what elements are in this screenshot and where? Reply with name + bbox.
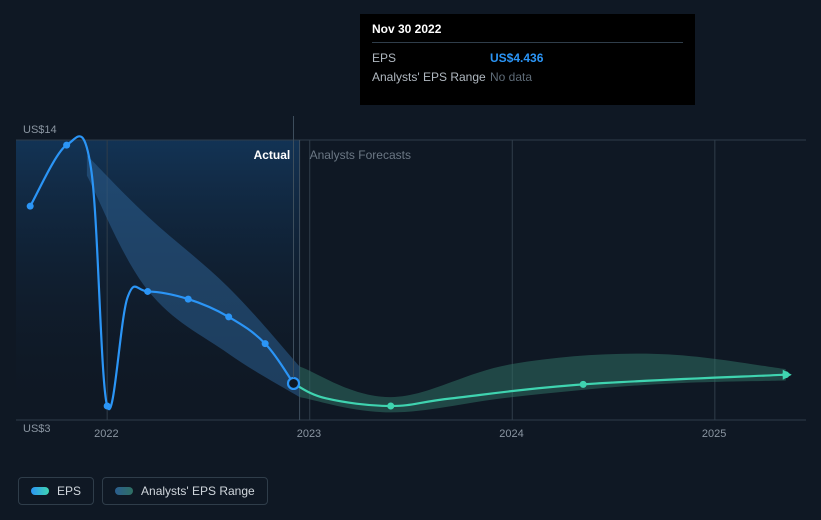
legend-swatch-eps: [31, 487, 49, 495]
tooltip-date: Nov 30 2022: [372, 22, 683, 36]
legend-label: EPS: [57, 484, 81, 498]
legend-swatch-range: [115, 487, 133, 495]
tooltip-row-eps: EPS US$4.436: [372, 49, 683, 68]
tooltip-key: Analysts' EPS Range: [372, 68, 490, 87]
y-axis-label-low: US$3: [23, 423, 51, 435]
tooltip-row-range: Analysts' EPS Range No data: [372, 68, 683, 87]
legend-item-range[interactable]: Analysts' EPS Range: [102, 477, 268, 505]
chart-legend: EPS Analysts' EPS Range: [18, 477, 268, 505]
eps-forecast-chart: US$14 US$3 Actual Analysts Forecasts 202…: [0, 0, 821, 520]
tooltip-value: US$4.436: [490, 49, 543, 68]
legend-item-eps[interactable]: EPS: [18, 477, 94, 505]
tooltip-divider: [372, 42, 683, 43]
region-label-forecast: Analysts Forecasts: [310, 148, 411, 162]
x-axis-tick-label: 2024: [499, 428, 523, 440]
x-axis-tick-label: 2022: [94, 428, 118, 440]
x-axis-tick-label: 2025: [702, 428, 726, 440]
tooltip-value: No data: [490, 68, 532, 87]
hover-tooltip: Nov 30 2022 EPS US$4.436 Analysts' EPS R…: [360, 14, 695, 105]
x-axis-tick-label: 2023: [297, 428, 321, 440]
tooltip-key: EPS: [372, 49, 490, 68]
region-label-actual: Actual: [254, 148, 291, 162]
y-axis-label-high: US$14: [23, 124, 57, 136]
legend-label: Analysts' EPS Range: [141, 484, 255, 498]
